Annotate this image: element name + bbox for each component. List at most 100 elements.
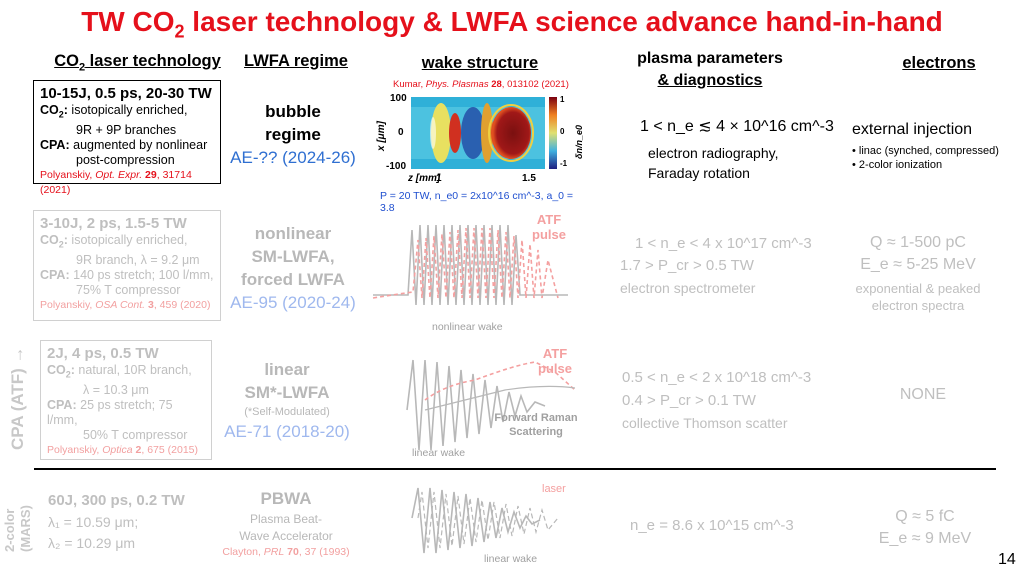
atf-pulse-label-row3: ATF pulse: [538, 346, 572, 376]
simulation-panel: 100 0 -100 x [μm] 1 0 -1 δn/n_e0 z [mm] …: [376, 93, 596, 205]
regime-name-2: SM-LWFA,: [251, 247, 335, 266]
x-tick-2: 1.5: [522, 173, 536, 184]
plasma-row3-l2: 0.4 > P_cr > 0.1 TW: [622, 392, 756, 409]
header-plasma-parameters: plasma parameters & diagnostics: [637, 50, 783, 89]
electrons-row1: external injection: [852, 121, 973, 138]
nonlinear-wake-label: nonlinear wake: [432, 321, 503, 333]
colorbar: [549, 97, 557, 169]
laser-spec: 10-15J, 0.5 ps, 20-30 TW: [40, 85, 212, 102]
co2-line: CO2: isotopically enriched,: [40, 233, 188, 250]
x-tick-1: 1: [436, 173, 442, 184]
regime-name: bubble: [265, 102, 321, 121]
regime-name-2: SM*-LWFA: [244, 383, 330, 402]
regime-note: (*Self-Modulated): [244, 406, 330, 418]
laser-spec: 2J, 4 ps, 0.5 TW: [47, 345, 159, 362]
plasma-row4: n_e = 8.6 x 10^15 cm^-3: [630, 517, 794, 534]
ae-experiment: AE-71 (2018-20): [224, 422, 350, 441]
frs-label: Forward Raman Scattering: [494, 412, 578, 438]
atf-pulse-label-row2: ATF pulse: [532, 212, 566, 242]
header-co2-laser: CO2 laser technology: [54, 52, 221, 74]
co2-line-2: λ = 10.3 μm: [83, 382, 149, 397]
cpa-line: CPA: 140 ps stretch; 100 l/mm,: [40, 267, 214, 282]
energy: E_e ≈ 5-25 MeV: [860, 256, 976, 273]
regime-name-3: forced LWFA: [241, 270, 345, 289]
co2-line-2: 9R + 9P branches: [76, 122, 177, 137]
wavelength-2: λ₂ = 10.29 μm: [48, 535, 136, 551]
energy: E_e ≈ 9 MeV: [878, 530, 972, 547]
colorbar-top: 1: [560, 95, 565, 104]
laser-spec: 60J, 300 ps, 0.2 TW: [48, 492, 185, 509]
section-divider: [34, 468, 996, 470]
laser-label-row4: laser: [542, 483, 566, 495]
electrons-bullet2: • 2-color ionization: [852, 159, 943, 171]
laser-reference: Polyanskiy, Opt. Expr. 29, 31714 (2021): [40, 168, 192, 196]
y-tick-max: 100: [390, 93, 407, 104]
plasma-diag2-row1: Faraday rotation: [648, 165, 750, 181]
electrons-row2: Q ≈ 1-500 pC E_e ≈ 5-25 MeV exponential …: [840, 232, 996, 314]
plasma-diag1-row1: electron radiography,: [648, 145, 779, 161]
pbwa-reference: Clayton, PRL 70, 37 (1993): [222, 546, 350, 558]
laser-box-row3: 2J, 4 ps, 0.5 TW CO2: natural, 10R branc…: [40, 340, 212, 460]
x-axis-label: z [mm]: [408, 173, 441, 184]
regime-desc-1: Plasma Beat-: [249, 512, 323, 526]
charge: Q ≈ 5 fC: [895, 508, 955, 525]
laser-box-row1: 10-15J, 0.5 ps, 20-30 TW CO2: isotopical…: [33, 80, 221, 196]
cpa-line-2: 75% T compressor: [76, 282, 181, 297]
regime-desc-2: Wave Accelerator: [239, 529, 333, 543]
co2-line-2: 9R branch, λ = 9.2 μm: [76, 252, 200, 267]
plasma-density-row1: 1 < n_e ≲ 4 × 10^16 cm^-3: [640, 118, 834, 135]
colorbar-bottom: -1: [560, 159, 568, 168]
cpa-line-2: post-compression: [76, 152, 175, 167]
header-electrons: electrons: [902, 54, 976, 72]
laser-spec: 3-10J, 2 ps, 1.5-5 TW: [40, 215, 187, 232]
plasma-row2-l1: 1 < n_e < 4 x 10^17 cm^-3: [635, 235, 812, 252]
regime-name-2: regime: [265, 125, 321, 144]
y-axis-label: x [μm]: [376, 121, 387, 151]
regime-row3: linear SM*-LWFA (*Self-Modulated) AE-71 …: [216, 358, 358, 443]
colorbar-mid: 0: [560, 127, 565, 136]
wavelength-1: λ₁ = 10.59 μm;: [48, 514, 139, 530]
regime-name: linear: [264, 360, 310, 379]
regime-row2: nonlinear SM-LWFA, forced LWFA AE-95 (20…: [222, 222, 364, 314]
page-number: 14: [998, 551, 1016, 568]
co2-line: CO2: natural, 10R branch,: [47, 363, 192, 380]
regime-name: PBWA: [260, 489, 312, 508]
laser-reference: Polyanskiy, OSA Cont. 3, 459 (2020): [40, 298, 211, 311]
electrons-bullet1: • linac (synched, compressed): [852, 145, 999, 157]
plasma-row3-l3: collective Thomson scatter: [622, 415, 788, 431]
wake-reference: Kumar, Phys. Plasmas 28, 013102 (2021): [393, 79, 569, 90]
regime-name: nonlinear: [254, 224, 332, 243]
ae-experiment: AE-?? (2024-26): [230, 148, 356, 167]
colorbar-label: δn/n_e0: [574, 124, 584, 159]
pbwa-wake-plot: [411, 487, 559, 554]
charge: Q ≈ 1-500 pC: [870, 234, 966, 251]
nonlinear-wake-plot: [372, 224, 568, 306]
electrons-row3: NONE: [899, 386, 947, 403]
plasma-row3-l1: 0.5 < n_e < 2 x 10^18 cm^-3: [622, 369, 812, 386]
co2-line: CO2: isotopically enriched,: [40, 103, 188, 120]
plasma-row2-l3: electron spectrometer: [620, 280, 756, 296]
laser-row4: 60J, 300 ps, 0.2 TW λ₁ = 10.59 μm; λ₂ = …: [48, 490, 228, 554]
laser-box-row2: 3-10J, 2 ps, 1.5-5 TW CO2: isotopically …: [33, 210, 221, 321]
regime-row1: bubble regime AE-?? (2024-26): [222, 100, 364, 169]
regime-row4: PBWA Plasma Beat- Wave Accelerator Clayt…: [208, 487, 364, 560]
header-lwfa-regime: LWFA regime: [244, 52, 348, 70]
two-color-mars-side-label: 2-color (MARS): [2, 505, 33, 552]
density-map: [411, 97, 545, 169]
cpa-line: CPA: 25 ps stretch; 75 l/mm,: [47, 397, 173, 427]
plasma-row2-l2: 1.7 > P_cr > 0.5 TW: [620, 257, 754, 274]
y-tick-mid: 0: [398, 127, 404, 138]
electrons-row4: Q ≈ 5 fC E_e ≈ 9 MeV: [870, 506, 980, 550]
linear-wake-plot: [406, 359, 576, 451]
pbwa-wake-label: linear wake: [484, 553, 538, 565]
cpa-atf-side-label: CPA (ATF) →: [8, 346, 27, 450]
linear-wake-label: linear wake: [412, 447, 466, 459]
y-tick-min: -100: [386, 161, 407, 172]
sim-parameters: P = 20 TW, n_e0 = 2x10^16 cm^-3, a_0 = 3…: [380, 190, 574, 214]
spectra-1: exponential & peaked: [855, 281, 981, 296]
header-wake-structure: wake structure: [421, 54, 539, 72]
slide-title: TW CO2 laser technology & LWFA science a…: [81, 6, 943, 42]
cpa-line: CPA: augmented by nonlinear: [40, 137, 208, 152]
spectra-2: electron spectra: [871, 298, 965, 313]
ae-experiment: AE-95 (2020-24): [230, 293, 356, 312]
